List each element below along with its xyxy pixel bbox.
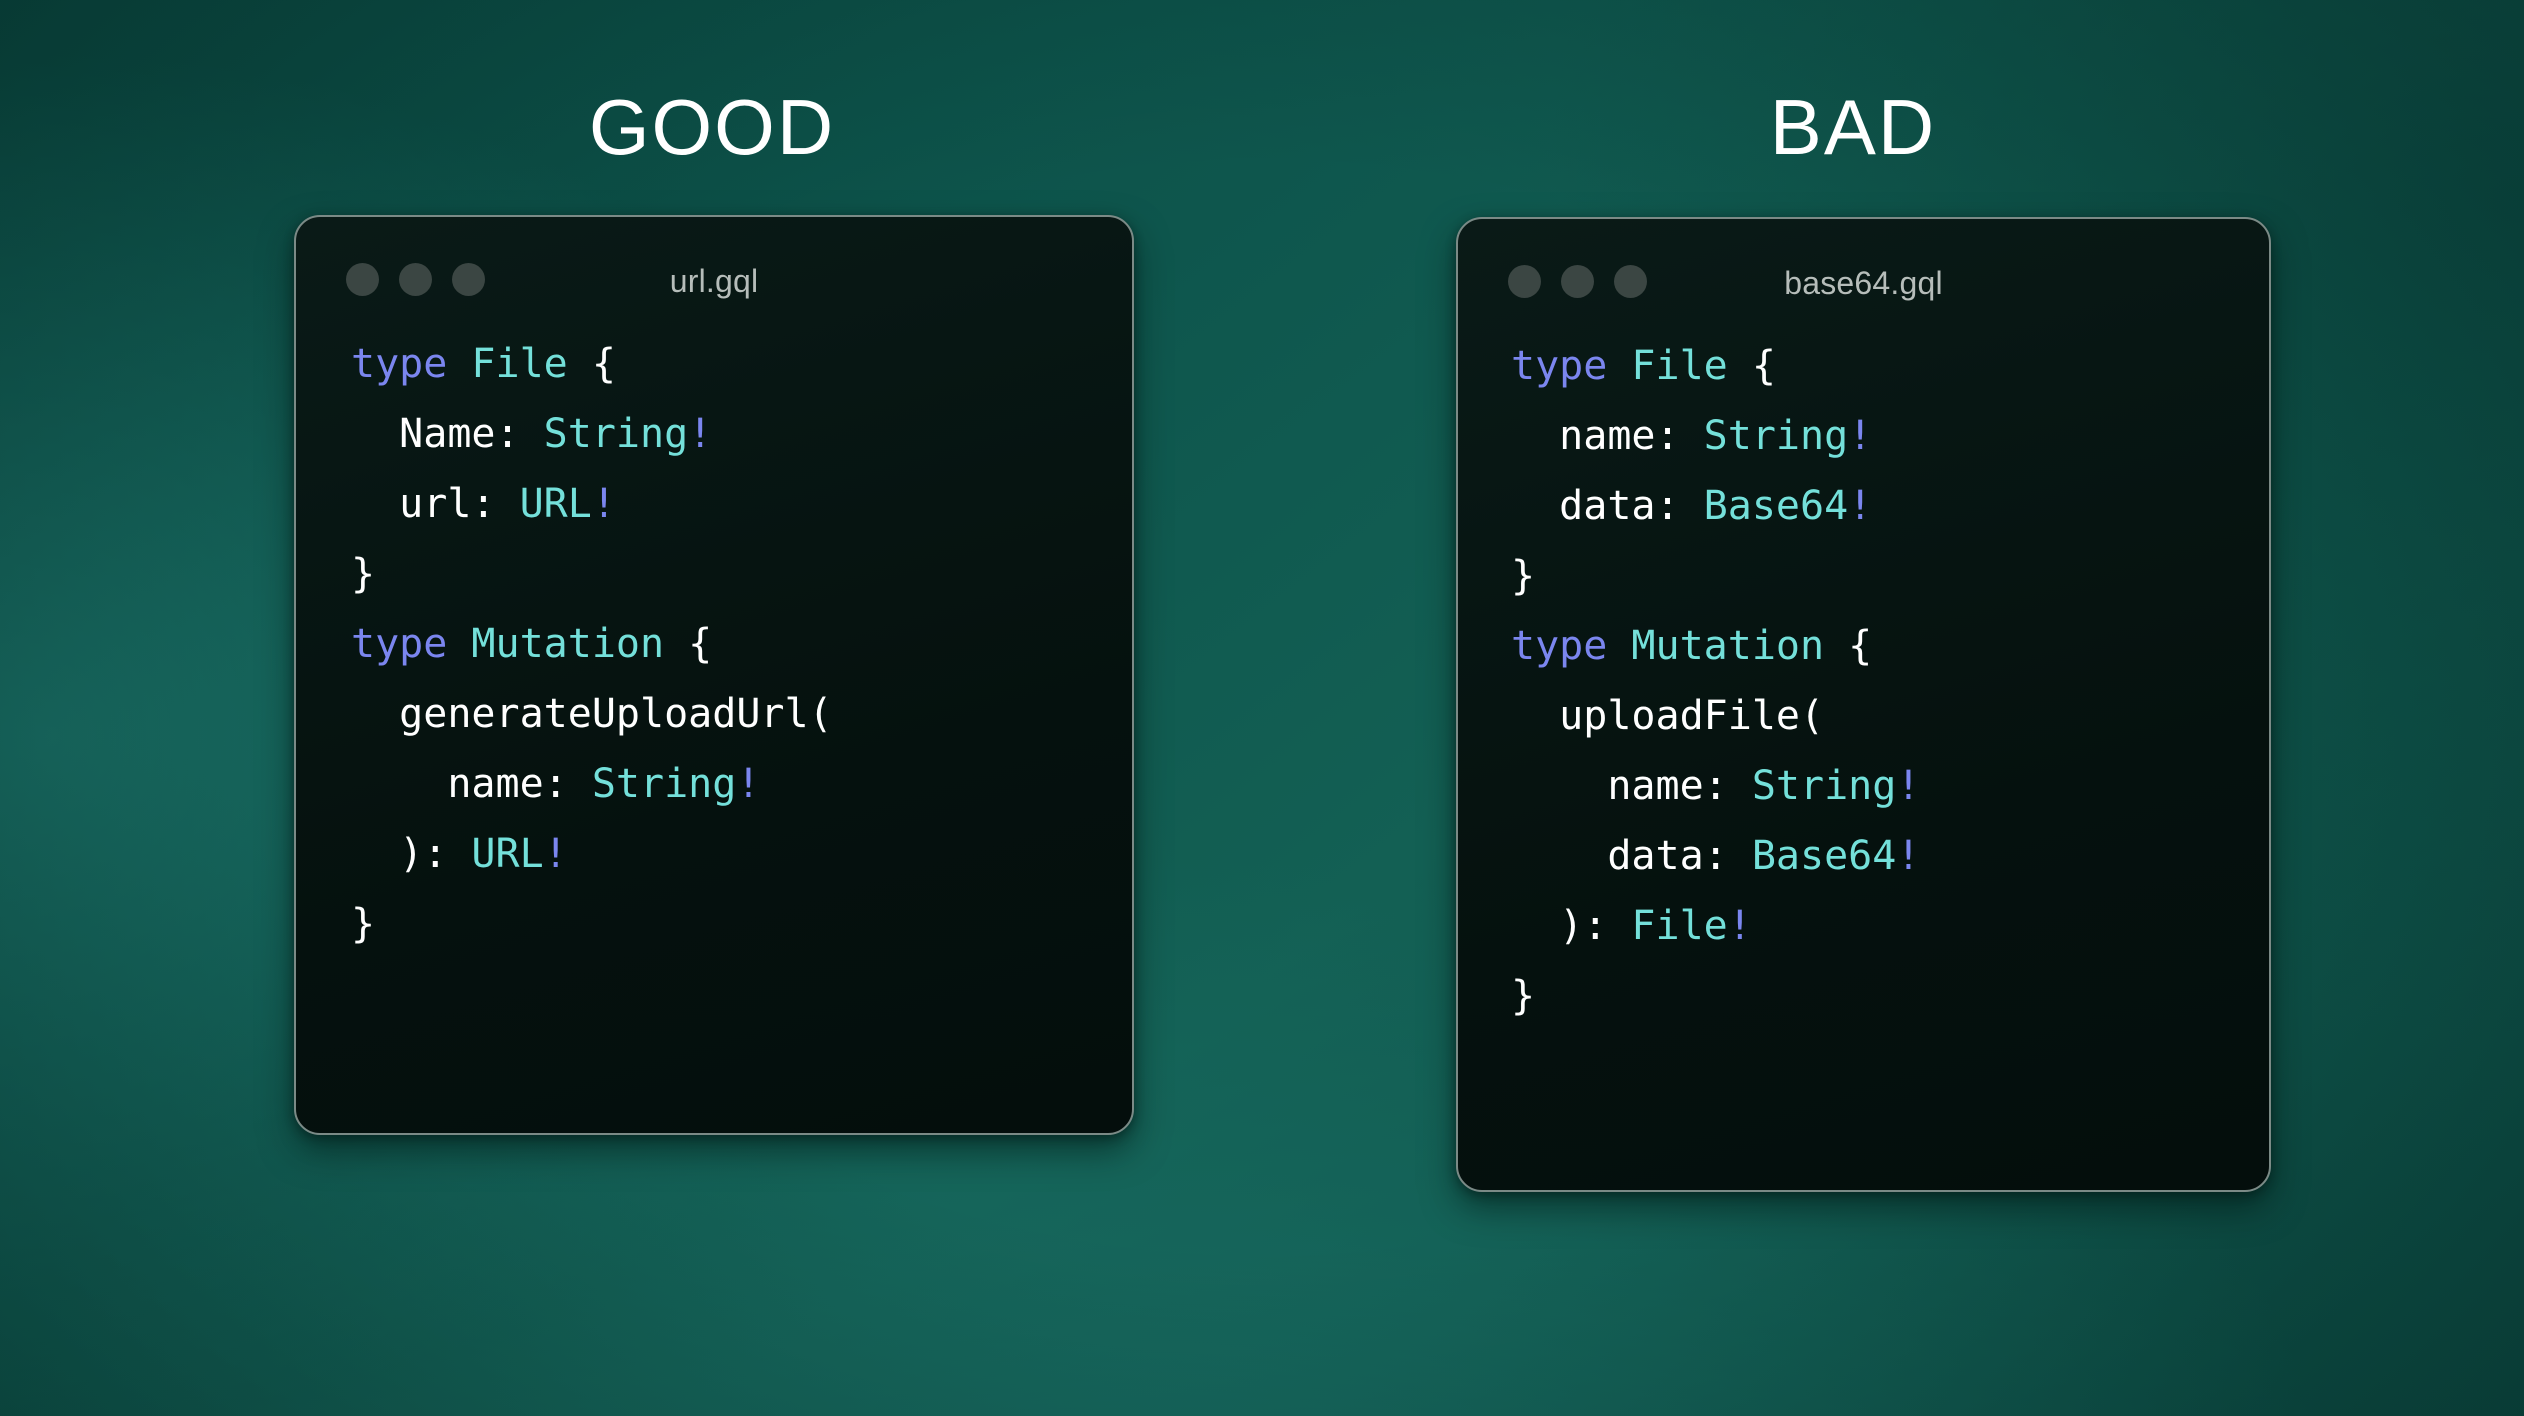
code-token: generateUploadUrl(: [351, 691, 833, 737]
code-line: type File {: [1511, 331, 2269, 401]
code-line: type Mutation {: [1511, 611, 2269, 681]
code-token: {: [1727, 343, 1776, 389]
code-token: !: [688, 411, 713, 457]
code-block-bad: type File { name: String! data: Base64!}…: [1458, 331, 2269, 1031]
code-token: String: [543, 411, 689, 457]
code-token: String: [1703, 413, 1849, 459]
window-controls-good: [346, 263, 485, 296]
code-token: }: [1511, 553, 1536, 599]
window-dot-maximize-icon[interactable]: [1614, 265, 1647, 298]
heading-bad: BAD: [1769, 83, 1937, 171]
code-token: name:: [351, 761, 592, 807]
code-token: String: [591, 761, 737, 807]
code-token: name:: [1511, 413, 1704, 459]
code-token: uploadFile(: [1511, 693, 1825, 739]
code-token: {: [664, 621, 713, 667]
code-token: Name:: [351, 411, 544, 457]
code-line: data: Base64!: [1511, 471, 2269, 541]
code-token: url:: [351, 481, 520, 527]
code-window-bad: base64.gql type File { name: String! dat…: [1456, 217, 2271, 1192]
code-token: ):: [1511, 903, 1632, 949]
code-block-good: type File { Name: String! url: URL!} type…: [296, 329, 1132, 959]
code-token: !: [591, 481, 616, 527]
code-token: Mutation: [471, 621, 665, 667]
titlebar-good: url.gql: [296, 217, 1132, 329]
code-token: name:: [1511, 763, 1752, 809]
titlebar-bad: base64.gql: [1458, 219, 2269, 331]
code-line: ): File!: [1511, 891, 2269, 961]
code-window-good: url.gql type File { Name: String! url: U…: [294, 215, 1134, 1135]
code-token: URL: [471, 831, 544, 877]
code-line: ): URL!: [351, 819, 1132, 889]
code-token: Base64: [1703, 483, 1849, 529]
window-dot-close-icon[interactable]: [346, 263, 379, 296]
code-token: !: [1727, 903, 1752, 949]
code-token: !: [1896, 763, 1921, 809]
code-token: data:: [1511, 483, 1704, 529]
code-token: type: [1511, 623, 1608, 669]
code-token: [447, 621, 471, 667]
code-token: type: [351, 341, 448, 387]
code-token: }: [1511, 973, 1536, 1019]
code-token: {: [567, 341, 616, 387]
code-token: !: [543, 831, 568, 877]
code-line: Name: String!: [351, 399, 1132, 469]
code-line: }: [1511, 961, 2269, 1031]
window-dot-maximize-icon[interactable]: [452, 263, 485, 296]
code-line: url: URL!: [351, 469, 1132, 539]
code-token: File: [1631, 343, 1728, 389]
code-token: [447, 341, 471, 387]
code-token: {: [1824, 623, 1873, 669]
code-line: type Mutation {: [351, 609, 1132, 679]
code-token: URL: [519, 481, 592, 527]
code-line: uploadFile(: [1511, 681, 2269, 751]
code-line: data: Base64!: [1511, 821, 2269, 891]
code-line: }: [351, 539, 1132, 609]
window-controls-bad: [1508, 265, 1647, 298]
code-token: type: [1511, 343, 1608, 389]
code-line: name: String!: [351, 749, 1132, 819]
code-line: }: [1511, 541, 2269, 611]
code-line: name: String!: [1511, 751, 2269, 821]
code-token: [1607, 623, 1631, 669]
window-dot-minimize-icon[interactable]: [399, 263, 432, 296]
filename-label-bad: base64.gql: [1784, 265, 1943, 301]
code-line: }: [351, 889, 1132, 959]
code-token: }: [351, 551, 376, 597]
code-token: }: [351, 901, 376, 947]
code-token: !: [1896, 833, 1921, 879]
heading-good: GOOD: [588, 83, 836, 171]
code-token: Mutation: [1631, 623, 1825, 669]
code-token: String: [1751, 763, 1897, 809]
window-dot-minimize-icon[interactable]: [1561, 265, 1594, 298]
code-token: ):: [351, 831, 472, 877]
code-token: File: [471, 341, 568, 387]
code-line: name: String!: [1511, 401, 2269, 471]
code-token: type: [351, 621, 448, 667]
code-token: Base64: [1751, 833, 1897, 879]
code-token: !: [1848, 413, 1873, 459]
filename-label-good: url.gql: [669, 263, 759, 299]
code-token: !: [736, 761, 761, 807]
code-token: [1607, 343, 1631, 389]
code-line: generateUploadUrl(: [351, 679, 1132, 749]
code-token: File: [1631, 903, 1728, 949]
window-dot-close-icon[interactable]: [1508, 265, 1541, 298]
code-token: data:: [1511, 833, 1752, 879]
code-line: type File {: [351, 329, 1132, 399]
code-token: !: [1848, 483, 1873, 529]
